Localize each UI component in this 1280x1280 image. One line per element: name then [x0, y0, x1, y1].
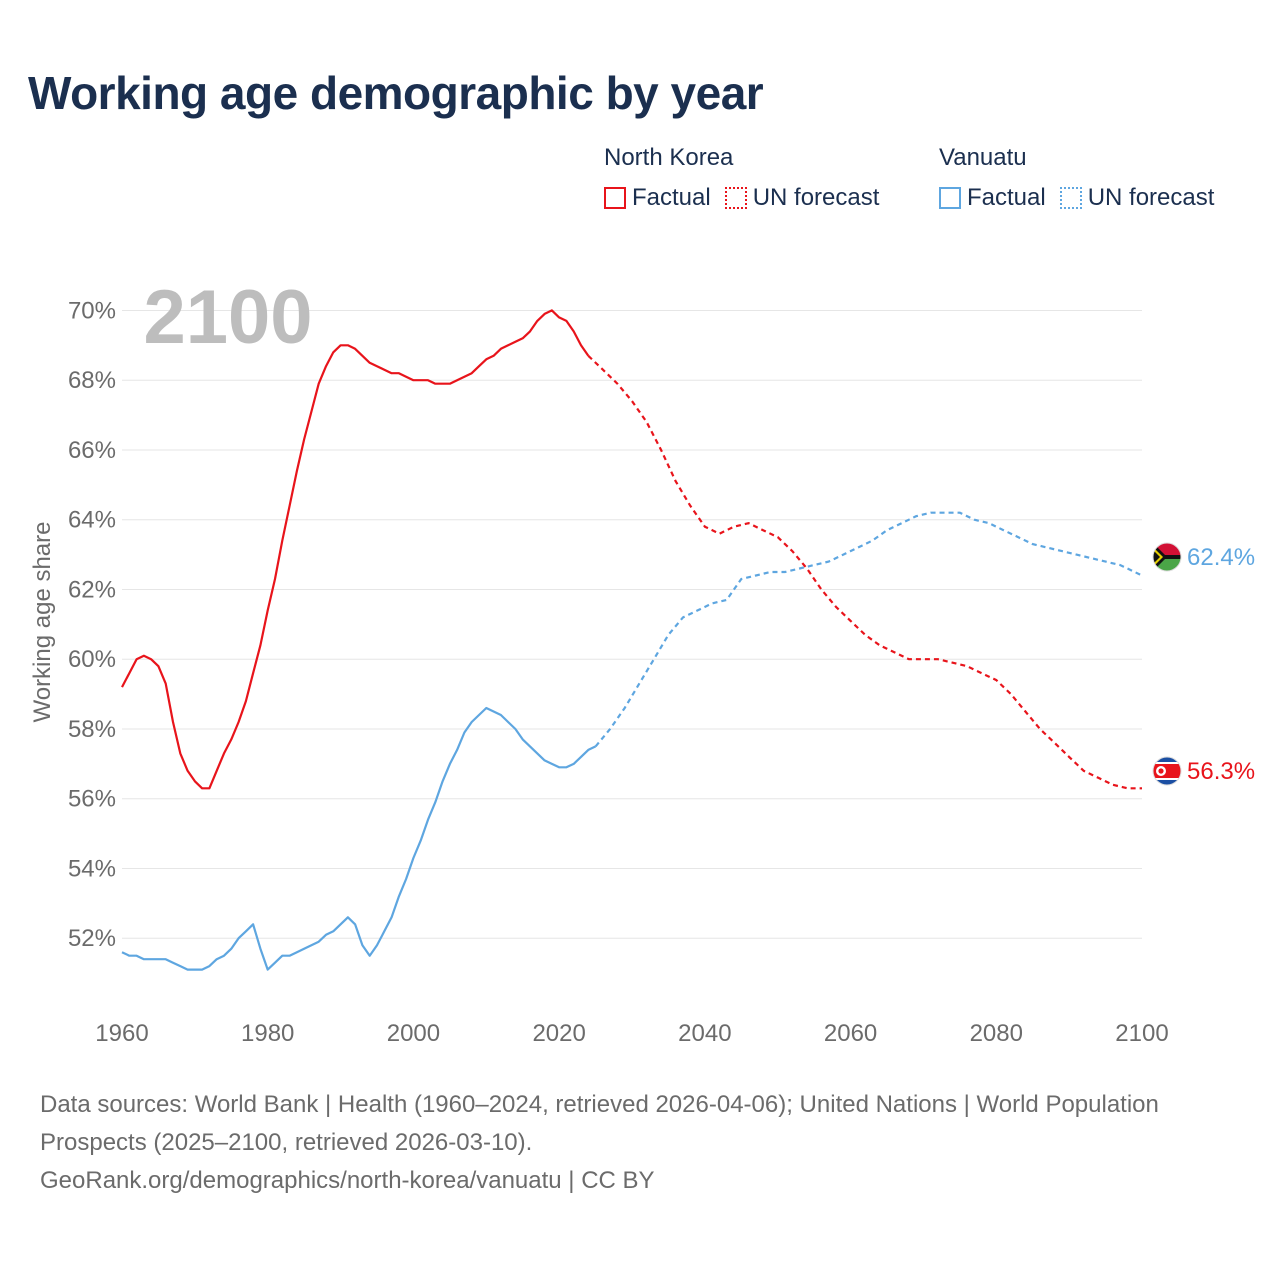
y-tick-label: 60% [68, 646, 116, 673]
north-korea-flag-icon [1152, 756, 1182, 786]
legend-label: UN forecast [1087, 184, 1215, 211]
legend-item-vanuatu-factual[interactable]: Factual [939, 184, 1046, 212]
y-tick-labels: 52% 54% 56% 58% 60% 62% 64% 66% 68% 70% [68, 297, 116, 952]
x-tick-labels: 1960 1980 2000 2020 2040 2060 2080 2100 [95, 1020, 1168, 1047]
legend-label: Factual [967, 184, 1046, 211]
y-tick-label: 54% [68, 855, 116, 882]
end-label-vanuatu: 62.4% [1187, 544, 1255, 571]
chart-title: Working age demographic by year [28, 67, 764, 119]
factual-swatch [604, 187, 626, 209]
series-lines [121, 309, 1143, 971]
vanuatu-flag-icon [1152, 542, 1182, 572]
x-tick-label: 1960 [95, 1020, 148, 1047]
series-line-vanuatu-forecast[interactable] [594, 511, 1143, 748]
legend-group-name: Vanuatu [939, 144, 1027, 171]
y-tick-label: 66% [68, 437, 116, 464]
y-tick-label: 56% [68, 786, 116, 813]
gridlines [122, 309, 1142, 939]
factual-swatch [939, 187, 961, 209]
x-tick-label: 2040 [678, 1020, 731, 1047]
year-watermark: 2100 [143, 275, 312, 360]
series-line-north-korea-forecast[interactable] [587, 355, 1142, 790]
source-note: Data sources: World Bank | Health (1960–… [40, 1086, 1200, 1200]
legend-group-vanuatu: Vanuatu Factual UN forecast [939, 144, 1214, 212]
x-tick-label: 2000 [387, 1020, 440, 1047]
x-tick-label: 1980 [241, 1020, 294, 1047]
license-line: GeoRank.org/demographics/north-korea/van… [40, 1167, 655, 1194]
legend-label: UN forecast [752, 184, 880, 211]
legend-item-north-korea-forecast[interactable]: UN forecast [724, 184, 880, 212]
y-tick-label: 68% [68, 367, 116, 394]
forecast-swatch [724, 187, 747, 209]
y-tick-label: 58% [68, 716, 116, 743]
series-line-north-korea-factual[interactable] [121, 309, 590, 790]
legend-item-vanuatu-forecast[interactable]: UN forecast [1059, 184, 1215, 212]
y-axis-label: Working age share [29, 522, 56, 723]
x-tick-label: 2100 [1115, 1020, 1168, 1047]
source-line: Data sources: World Bank | Health (1960–… [40, 1091, 1159, 1156]
legend-group-north-korea: North Korea Factual UN forecast [604, 144, 879, 212]
x-tick-label: 2060 [824, 1020, 877, 1047]
legend-item-north-korea-factual[interactable]: Factual [604, 184, 711, 212]
y-tick-label: 62% [68, 576, 116, 603]
legend-label: Factual [632, 184, 711, 211]
line-chart: 2100 52% 54% 56% 58% 60% 62% 64% 66% 68% 70% 1960… [29, 275, 1255, 1047]
legend-group-name: North Korea [604, 144, 734, 171]
y-tick-label: 52% [68, 925, 116, 952]
forecast-swatch [1059, 187, 1082, 209]
y-tick-label: 64% [68, 507, 116, 534]
series-line-vanuatu-factual[interactable] [121, 706, 597, 971]
end-label-north-korea: 56.3% [1187, 758, 1255, 785]
y-tick-label: 70% [68, 297, 116, 324]
x-tick-label: 2020 [532, 1020, 585, 1047]
x-tick-label: 2080 [970, 1020, 1023, 1047]
